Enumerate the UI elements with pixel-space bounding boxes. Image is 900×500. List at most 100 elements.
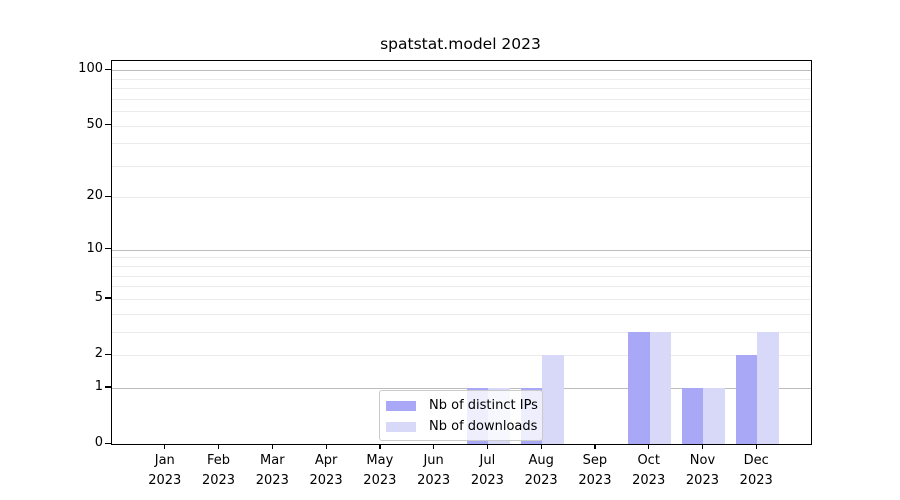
x-tick-year: 2023	[148, 472, 182, 488]
x-tick-year: 2023	[309, 472, 343, 488]
minor-gridline	[112, 197, 811, 199]
x-tick-month: Jul	[479, 453, 496, 468]
y-tick-label: 100	[78, 61, 103, 77]
minor-gridline	[112, 257, 811, 259]
x-tick-year: 2023	[470, 472, 504, 488]
bar-distinct-ips-dec	[735, 355, 758, 444]
legend: Nb of distinct IPs Nb of downloads	[379, 390, 543, 441]
x-tick-year: 2023	[363, 472, 397, 488]
x-tick-label: Oct 2023	[609, 451, 689, 490]
minor-gridline	[112, 298, 811, 300]
x-tick	[701, 444, 704, 449]
x-tick-label: Sep 2023	[555, 451, 635, 490]
legend-label-downloads: Nb of downloads	[429, 419, 538, 434]
x-tick	[164, 444, 166, 449]
y-tick	[105, 386, 111, 388]
x-tick-year: 2023	[632, 472, 666, 488]
minor-gridline	[112, 165, 811, 167]
x-tick-month: Oct	[637, 453, 660, 468]
x-tick-label: Jan 2023	[125, 451, 205, 490]
minor-gridline	[112, 88, 811, 90]
plot-area: Nb of distinct IPs Nb of downloads	[111, 60, 812, 445]
y-tick-label: 5	[94, 289, 103, 305]
minor-gridline	[112, 286, 811, 288]
y-tick	[105, 195, 111, 198]
y-tick-label: 10	[86, 240, 103, 256]
x-tick-label: Jun 2023	[394, 451, 474, 490]
minor-gridline	[112, 275, 811, 277]
x-tick-year: 2023	[524, 472, 558, 488]
bar-downloads-oct	[649, 331, 672, 444]
x-tick-month: May	[366, 453, 394, 468]
x-tick-month: Feb	[207, 453, 231, 468]
x-tick	[433, 444, 435, 449]
x-tick-label: Nov 2023	[662, 451, 742, 490]
y-tick-label: 1	[94, 378, 103, 394]
x-tick-month: Sep	[582, 453, 608, 468]
x-tick-year: 2023	[578, 472, 612, 488]
x-tick	[271, 444, 273, 449]
bar-downloads-nov	[703, 387, 725, 444]
legend-item-downloads: Nb of downloads	[380, 416, 542, 437]
y-tick-label: 2	[94, 346, 103, 361]
x-tick-month: Jun	[423, 453, 444, 468]
bar-distinct-ips-oct	[628, 331, 650, 444]
x-tick-month: Aug	[528, 453, 554, 468]
legend-label-distinct-ips: Nb of distinct IPs	[429, 398, 538, 413]
legend-swatch-distinct-ips	[386, 400, 416, 411]
x-tick	[648, 444, 650, 449]
legend-swatch-downloads	[386, 421, 416, 432]
minor-gridline	[112, 143, 811, 145]
minor-gridline	[112, 313, 811, 315]
y-tick	[105, 442, 111, 444]
y-tick	[105, 297, 111, 299]
x-tick-month: Apr	[314, 453, 338, 468]
x-tick-label: Feb 2023	[179, 451, 259, 490]
x-tick	[486, 444, 489, 449]
minor-gridline	[112, 78, 811, 80]
x-tick	[325, 444, 327, 449]
minor-gridline	[112, 111, 811, 113]
major-gridline	[112, 249, 811, 251]
major-gridline	[112, 70, 811, 72]
y-tick	[105, 124, 111, 126]
x-tick	[755, 444, 757, 449]
y-tick	[105, 68, 111, 70]
x-tick-label: Dec 2023	[716, 451, 796, 490]
x-tick-year: 2023	[201, 472, 236, 488]
x-tick-label: Apr 2023	[286, 451, 366, 490]
x-tick-label: Aug 2023	[501, 451, 581, 490]
x-tick	[540, 444, 542, 449]
minor-gridline	[112, 98, 811, 100]
minor-gridline	[112, 125, 811, 127]
x-tick-year: 2023	[739, 472, 773, 488]
x-tick	[379, 444, 381, 449]
x-tick-label: May 2023	[340, 451, 420, 490]
bar-downloads-aug	[542, 355, 564, 444]
major-gridline	[112, 387, 811, 389]
bar-distinct-ips-nov	[681, 387, 704, 444]
x-tick-label: Mar 2023	[232, 451, 312, 490]
x-tick-year: 2023	[255, 472, 289, 488]
x-tick	[218, 444, 220, 449]
x-tick-month: Mar	[260, 453, 285, 468]
y-tick-label: 20	[86, 188, 103, 204]
x-tick	[594, 444, 596, 449]
minor-gridline	[112, 331, 811, 333]
minor-gridline	[112, 266, 811, 268]
x-tick-month: Jan	[154, 453, 175, 468]
y-tick-label: 50	[86, 116, 103, 132]
chart-title: spatstat.model 2023	[380, 35, 541, 53]
y-tick	[105, 248, 111, 250]
legend-item-distinct-ips: Nb of distinct IPs	[380, 395, 542, 416]
y-tick-label: 0	[94, 435, 103, 450]
x-tick-month: Nov	[689, 453, 716, 468]
x-tick-year: 2023	[417, 472, 451, 488]
x-tick-year: 2023	[685, 472, 719, 488]
minor-gridline	[112, 355, 811, 356]
y-tick	[105, 353, 111, 355]
x-tick-label: Jul 2023	[447, 451, 527, 490]
x-tick-month: Dec	[743, 453, 769, 468]
bar-downloads-dec	[757, 331, 779, 444]
